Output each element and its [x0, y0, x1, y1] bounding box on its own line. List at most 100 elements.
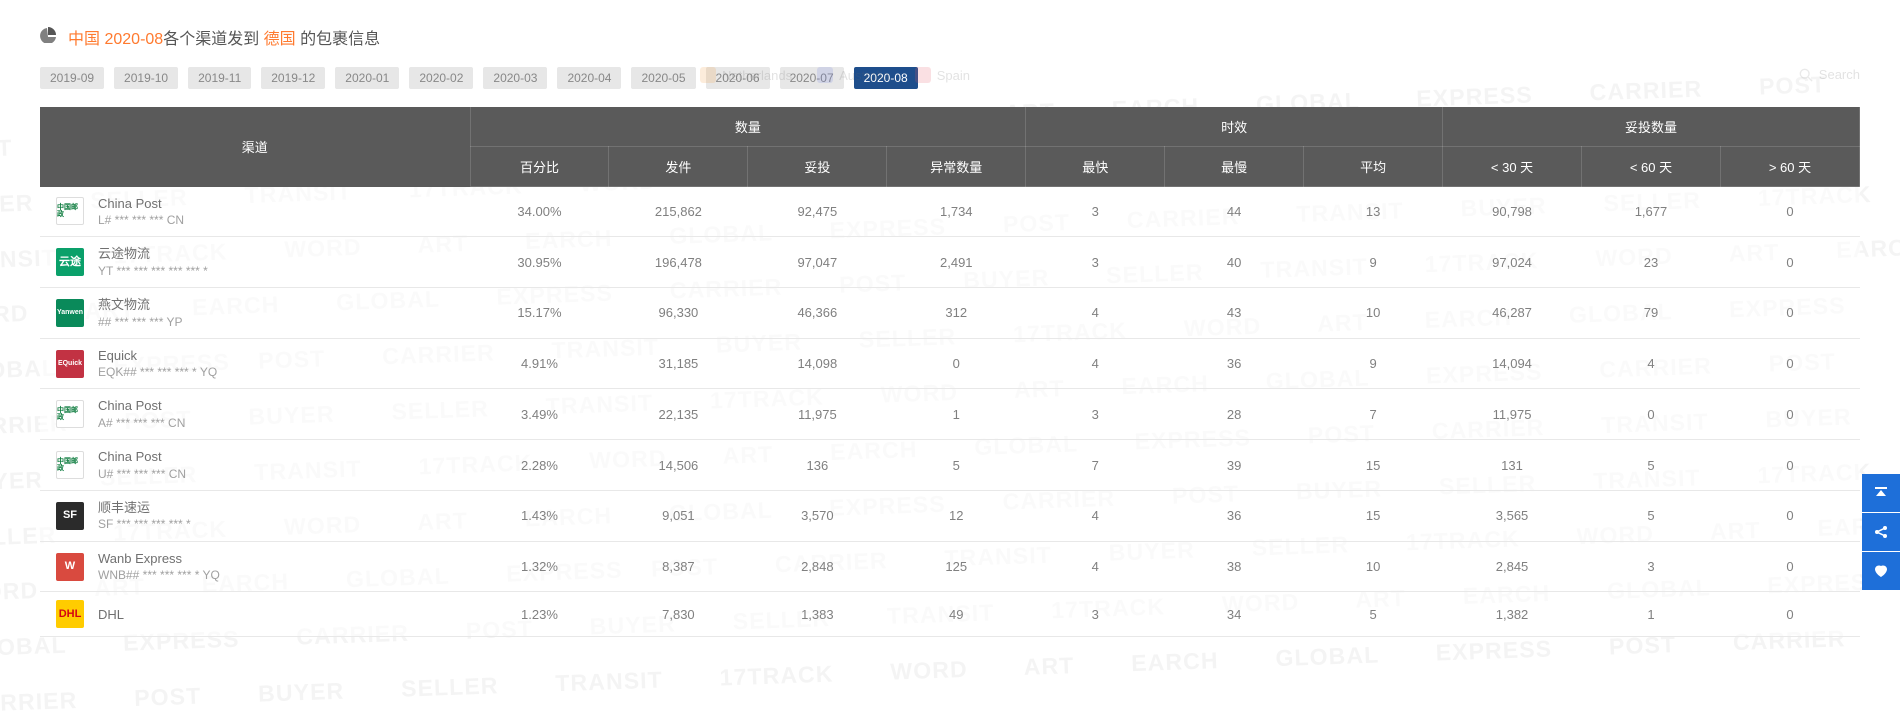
th-fastest: 最快 — [1026, 147, 1165, 187]
th-avg: 平均 — [1304, 147, 1443, 187]
cell-gt60: 0 — [1720, 592, 1859, 637]
month-tab[interactable]: 2020-05 — [631, 67, 695, 89]
cell-sent: 7,830 — [609, 592, 748, 637]
cell-slowest: 40 — [1165, 237, 1304, 288]
table-row[interactable]: 中国邮政China PostU# *** *** *** CN2.28%14,5… — [40, 440, 1860, 491]
table-row[interactable]: 云途云途物流YT *** *** *** *** *** *30.95%196,… — [40, 237, 1860, 288]
carrier-name: China Post — [98, 397, 185, 415]
cell-sent: 196,478 — [609, 237, 748, 288]
cell-gt60: 0 — [1720, 338, 1859, 389]
channel-cell: 中国邮政 China PostL# *** *** *** CN — [40, 195, 470, 229]
cell-fastest: 4 — [1026, 541, 1165, 592]
carrier-name: DHL — [98, 606, 124, 624]
cell-slowest: 44 — [1165, 187, 1304, 237]
cell-lt30: 46,287 — [1443, 287, 1582, 338]
cell-percent: 3.49% — [470, 389, 609, 440]
cell-slowest: 36 — [1165, 338, 1304, 389]
scroll-top-button[interactable] — [1862, 474, 1900, 512]
title-target: 德国 — [264, 31, 296, 48]
cell-avg: 15 — [1304, 490, 1443, 541]
cell-slowest: 28 — [1165, 389, 1304, 440]
tracking-pattern: SF *** *** *** *** * — [98, 516, 191, 532]
cell-abnormal: 1 — [887, 389, 1026, 440]
cell-lt30: 11,975 — [1443, 389, 1582, 440]
table-row[interactable]: 中国邮政China PostA# *** *** *** CN3.49%22,1… — [40, 389, 1860, 440]
title-date: 2020-08 — [104, 31, 163, 48]
cell-fastest: 3 — [1026, 237, 1165, 288]
ghost-search: Search — [1799, 67, 1860, 82]
cell-sent: 96,330 — [609, 287, 748, 338]
month-tab[interactable]: 2020-01 — [335, 67, 399, 89]
table-row[interactable]: Yanwen燕文物流## *** *** *** YP15.17%96,3304… — [40, 287, 1860, 338]
channel-cell: SF顺丰速运SF *** *** *** *** * — [40, 499, 470, 533]
cell-abnormal: 312 — [887, 287, 1026, 338]
channel-text: 顺丰速运SF *** *** *** *** * — [98, 499, 191, 533]
cell-delivered: 97,047 — [748, 237, 887, 288]
month-tab[interactable]: 2019-09 — [40, 67, 104, 89]
cell-percent: 1.43% — [470, 490, 609, 541]
cell-lt60: 1,677 — [1582, 187, 1721, 237]
table-row[interactable]: WWanb ExpressWNB## *** *** *** * YQ1.32%… — [40, 541, 1860, 592]
table-row[interactable]: EQuickEquickEQK## *** *** *** * YQ4.91%3… — [40, 338, 1860, 389]
share-button[interactable] — [1862, 513, 1900, 551]
cell-sent: 8,387 — [609, 541, 748, 592]
cell-delivered: 46,366 — [748, 287, 887, 338]
channel-text: China PostL# *** *** *** CN — [98, 195, 184, 229]
month-tab[interactable]: 2019-10 — [114, 67, 178, 89]
cell-avg: 9 — [1304, 338, 1443, 389]
carrier-logo: EQuick — [56, 350, 84, 378]
carrier-name: 顺丰速运 — [98, 499, 191, 517]
tracking-pattern: A# *** *** *** CN — [98, 415, 185, 431]
cell-fastest: 7 — [1026, 440, 1165, 491]
cell-delivered: 92,475 — [748, 187, 887, 237]
table-row[interactable]: 中国邮政China PostL# *** *** *** CN34.00%215… — [40, 187, 1860, 237]
cell-abnormal: 1,734 — [887, 187, 1026, 237]
cell-avg: 7 — [1304, 389, 1443, 440]
cell-gt60: 0 — [1720, 541, 1859, 592]
month-tab[interactable]: 2020-06 — [706, 67, 770, 89]
carrier-logo: 中国邮政 — [56, 400, 84, 428]
parcel-data-table: 渠道 数量 时效 妥投数量 百分比 发件 妥投 异常数量 最快 最慢 平均 < … — [40, 107, 1860, 637]
cell-gt60: 0 — [1720, 440, 1859, 491]
tracking-pattern: ## *** *** *** YP — [98, 314, 183, 330]
cell-lt60: 23 — [1582, 237, 1721, 288]
cell-avg: 5 — [1304, 592, 1443, 637]
th-slowest: 最慢 — [1165, 147, 1304, 187]
channel-cell: Yanwen燕文物流## *** *** *** YP — [40, 296, 470, 330]
month-tab[interactable]: 2020-07 — [780, 67, 844, 89]
carrier-name: China Post — [98, 195, 184, 213]
month-tab[interactable]: 2020-03 — [483, 67, 547, 89]
cell-percent: 34.00% — [470, 187, 609, 237]
month-tab[interactable]: 2020-04 — [557, 67, 621, 89]
favorite-button[interactable] — [1862, 552, 1900, 590]
cell-percent: 1.32% — [470, 541, 609, 592]
cell-slowest: 39 — [1165, 440, 1304, 491]
carrier-logo: Yanwen — [56, 299, 84, 327]
th-time-group: 时效 — [1026, 107, 1443, 147]
cell-gt60: 0 — [1720, 389, 1859, 440]
cell-percent: 15.17% — [470, 287, 609, 338]
channel-text: Wanb ExpressWNB## *** *** *** * YQ — [98, 550, 220, 584]
cell-percent: 1.23% — [470, 592, 609, 637]
carrier-name: 云途物流 — [98, 245, 208, 263]
month-tab[interactable]: 2019-12 — [261, 67, 325, 89]
table-row[interactable]: DHLDHL1.23%7,8301,3834933451,38210 — [40, 592, 1860, 637]
month-tab[interactable]: 2019-11 — [188, 67, 251, 89]
month-tab[interactable]: 2020-02 — [409, 67, 473, 89]
carrier-logo: 中国邮政 — [56, 197, 84, 225]
cell-fastest: 3 — [1026, 187, 1165, 237]
th-lt30: < 30 天 — [1443, 147, 1582, 187]
th-qty-group: 数量 — [470, 107, 1026, 147]
search-icon — [1799, 68, 1813, 82]
cell-slowest: 36 — [1165, 490, 1304, 541]
cell-delivered: 136 — [748, 440, 887, 491]
cell-avg: 13 — [1304, 187, 1443, 237]
table-row[interactable]: SF顺丰速运SF *** *** *** *** *1.43%9,0513,57… — [40, 490, 1860, 541]
cell-sent: 9,051 — [609, 490, 748, 541]
cell-lt30: 3,565 — [1443, 490, 1582, 541]
title-mid: 各个渠道发到 — [163, 31, 259, 48]
month-tab[interactable]: 2020-08 — [854, 67, 918, 89]
cell-delivered: 3,570 — [748, 490, 887, 541]
cell-fastest: 4 — [1026, 338, 1165, 389]
tracking-pattern: YT *** *** *** *** *** * — [98, 263, 208, 279]
